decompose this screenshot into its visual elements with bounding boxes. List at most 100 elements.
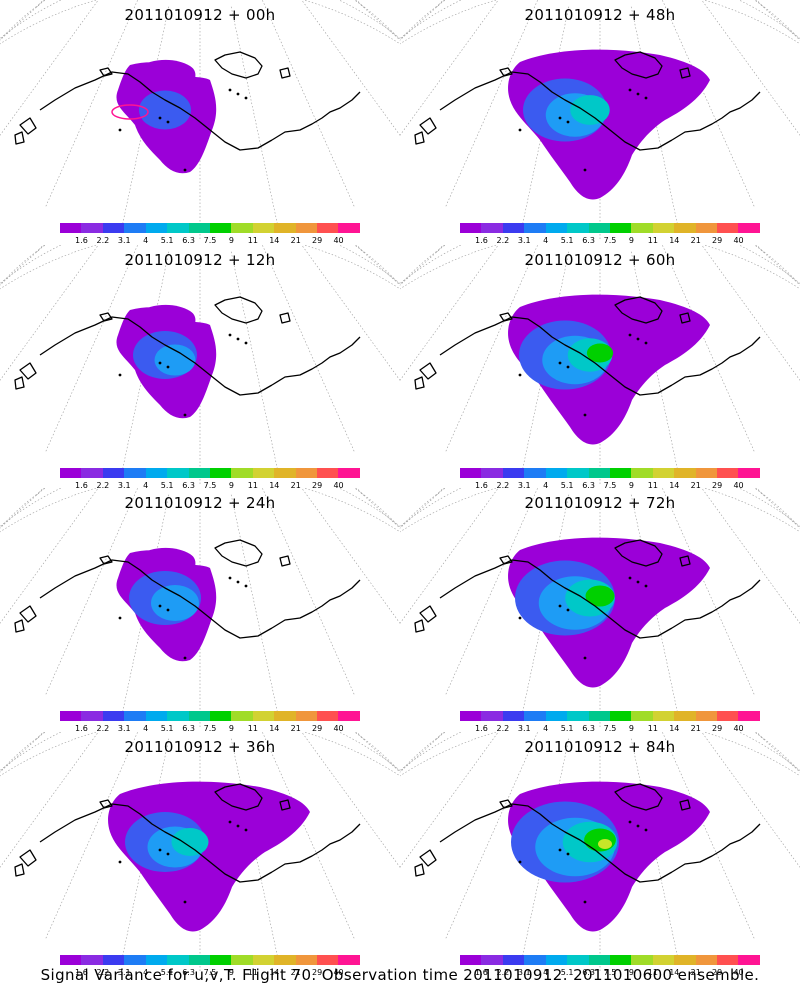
colorbar-swatch <box>588 955 610 965</box>
variance-region-high <box>154 344 196 376</box>
colorbar-tick-label: 40 <box>333 968 344 977</box>
colorbar-tick-label: 21 <box>290 968 301 977</box>
colorbar-swatch <box>738 711 760 721</box>
graticule-arc <box>400 245 800 284</box>
colorbar-tick-label: 9 <box>628 968 634 977</box>
colorbar-swatch <box>460 955 482 965</box>
colorbar-tick-label: 2.2 <box>96 236 110 245</box>
island <box>228 333 232 337</box>
colorbar <box>460 223 760 235</box>
coastline <box>19 117 37 135</box>
colorbar-tick-label: 1.6 <box>75 236 88 245</box>
coastline <box>614 296 663 324</box>
colorbar-tick-label: 1.6 <box>475 481 488 490</box>
coastline <box>214 539 263 567</box>
colorbar-swatch <box>231 955 253 965</box>
colorbar-tick-label: 3.1 <box>517 968 531 977</box>
colorbar-ticks: 1.6 2.2 3.1 4 5.1 6.3 7.5 9 11 14 21 29 40 <box>45 968 375 980</box>
colorbar-swatch <box>231 468 253 478</box>
colorbar-tick-label: 14 <box>669 236 680 245</box>
colorbar <box>460 711 760 723</box>
colorbar-swatch <box>545 955 568 965</box>
variance-region-mid <box>139 90 191 130</box>
graticule-meridian <box>0 732 99 868</box>
colorbar-swatch <box>167 223 189 233</box>
colorbar-swatch <box>502 711 525 721</box>
colorbar-swatch <box>545 223 568 233</box>
island <box>628 333 632 337</box>
island <box>183 413 187 417</box>
variance-region-peak <box>584 828 616 852</box>
colorbar-swatch <box>274 711 296 721</box>
coastline <box>614 783 663 811</box>
graticule-meridian <box>0 488 99 624</box>
graticule-meridian <box>230 6 280 232</box>
colorbar-tick-label: 11 <box>647 236 658 245</box>
map-panel-7 <box>0 732 400 972</box>
panel-2: 2011010912 + 48h 1.6 2.2 3.1 4 5.1 6.3 7.5 9 11 1… <box>400 0 800 245</box>
graticule-meridian <box>230 494 280 720</box>
colorbar-tick-label: 40 <box>333 724 344 733</box>
island <box>244 828 248 832</box>
colorbar-tick-label: 5.1 <box>160 968 174 977</box>
coastline <box>99 67 113 77</box>
colorbar-swatch <box>717 468 739 478</box>
colorbar-swatch <box>502 223 525 233</box>
colorbar-tick-label: 4 <box>143 481 149 490</box>
coastline <box>414 619 425 633</box>
coastline <box>279 67 291 79</box>
coastline <box>279 799 291 811</box>
colorbar-swatch <box>524 223 546 233</box>
colorbar-tick-label: 4 <box>143 236 149 245</box>
coastline <box>214 51 263 79</box>
island <box>158 604 162 608</box>
colorbar-swatch <box>567 711 589 721</box>
island <box>228 820 232 824</box>
colorbar <box>60 468 360 480</box>
coastline <box>679 799 691 811</box>
variance-region-north <box>144 59 196 93</box>
graticule-meridian <box>400 245 499 381</box>
colorbar-tick-label: 11 <box>247 724 258 733</box>
coastline <box>14 131 25 145</box>
colorbar-tick-label: 6.3 <box>182 724 195 733</box>
colorbar-tick-label: 14 <box>269 236 280 245</box>
variance-region-north <box>144 304 196 338</box>
colorbar-ticks: 1.6 2.2 3.1 4 5.1 6.3 7.5 9 11 14 21 29 40 <box>45 481 375 493</box>
colorbar-swatch <box>631 711 653 721</box>
colorbar-swatch <box>124 955 146 965</box>
coastline <box>414 376 425 390</box>
coastline <box>439 803 673 883</box>
island <box>628 88 632 92</box>
island <box>644 584 648 588</box>
colorbar-swatch <box>717 711 739 721</box>
map-panel-4 <box>400 245 800 485</box>
colorbar-tick-label: 7.5 <box>203 481 217 490</box>
colorbar-tick-label: 21 <box>690 236 701 245</box>
colorbar-tick-label: 6.3 <box>182 481 195 490</box>
colorbar-tick-label: 7.5 <box>203 724 217 733</box>
island <box>583 900 587 904</box>
colorbar-ticks: 1.6 2.2 3.1 4 5.1 6.3 7.5 9 11 14 21 29 40 <box>445 481 775 493</box>
graticule-meridian <box>301 0 400 136</box>
coastline <box>419 117 437 135</box>
colorbar-tick-label: 3.1 <box>117 481 131 490</box>
colorbar-swatch <box>188 711 210 721</box>
panel-title: 2011010912 + 84h <box>524 738 676 756</box>
colorbar-swatch <box>317 711 339 721</box>
coastline <box>39 803 273 883</box>
colorbar-tick-label: 29 <box>312 236 323 245</box>
island <box>158 361 162 365</box>
coastline <box>439 71 673 151</box>
colorbar-swatch <box>695 711 718 721</box>
map-panel-5 <box>0 488 400 728</box>
colorbar-tick-label: 21 <box>690 481 701 490</box>
colorbar-swatch <box>145 468 168 478</box>
colorbar-swatch <box>674 223 696 233</box>
colorbar-swatch <box>481 468 503 478</box>
colorbar-tick-label: 14 <box>669 724 680 733</box>
colorbar-swatch <box>81 711 103 721</box>
coastline <box>14 863 25 877</box>
colorbar-tick-label: 7.5 <box>203 968 217 977</box>
coastline <box>414 863 425 877</box>
